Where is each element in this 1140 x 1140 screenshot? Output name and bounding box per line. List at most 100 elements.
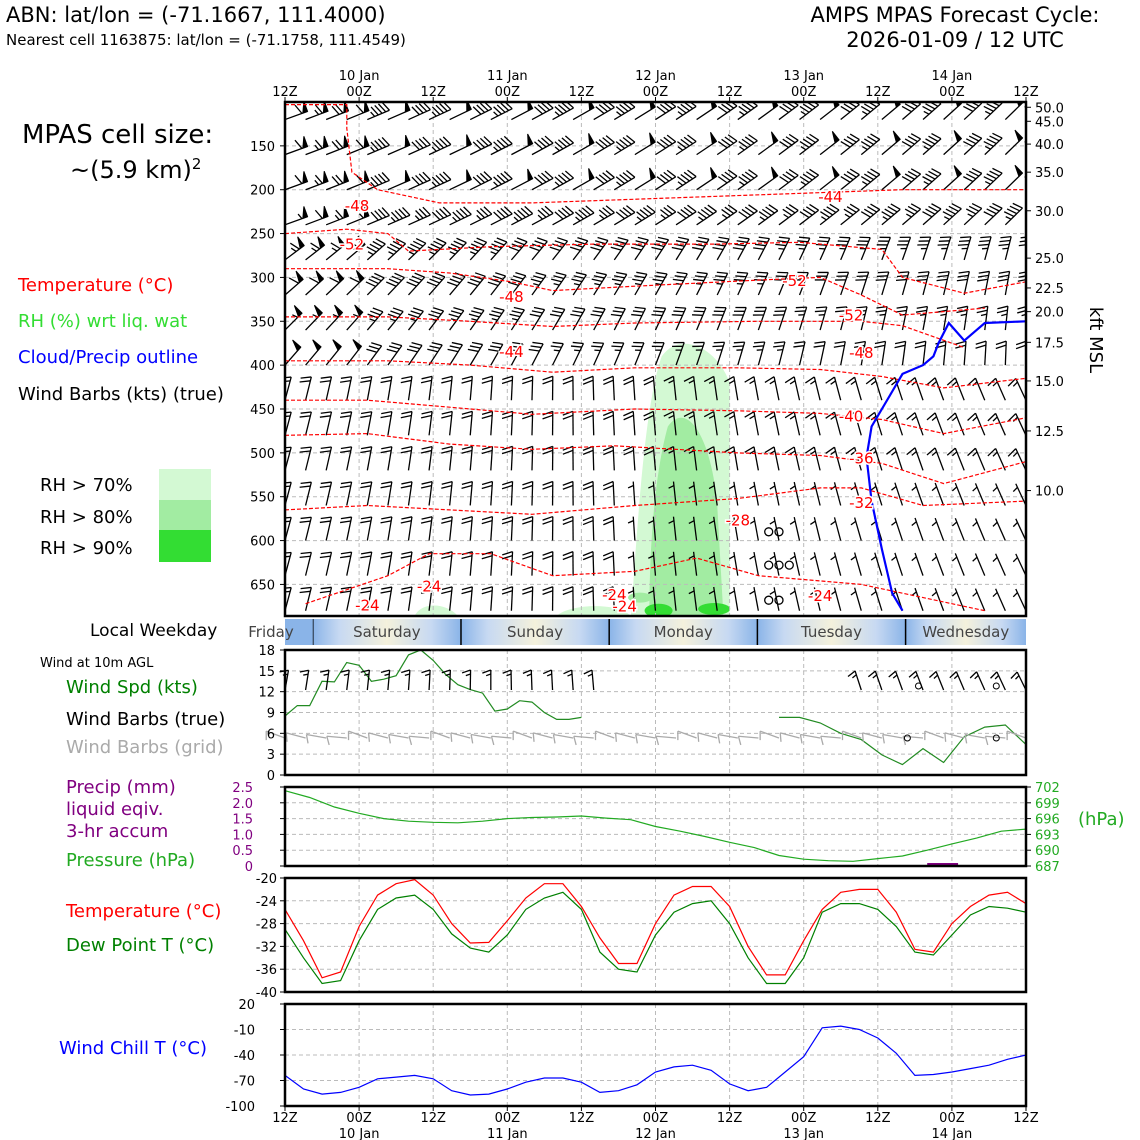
profile-wind-barb-flag <box>406 348 418 353</box>
profile-wind-barb-flag <box>835 310 846 313</box>
profile-wind-barb-flag <box>501 414 513 420</box>
profile-wind-barb-flag <box>680 138 690 147</box>
profile-wind-barb-flag <box>562 449 574 455</box>
profile-wind-barb <box>922 168 942 191</box>
profile-wind-barb-flag <box>500 207 510 217</box>
profile-wind-barb-shaft <box>860 271 870 296</box>
surface-wind-barb <box>867 670 883 691</box>
profile-wind-barb-flag <box>368 345 380 350</box>
profile-wind-barb <box>299 446 312 471</box>
profile-wind-barb-halfflag <box>951 556 958 562</box>
profile-wind-barb-flag <box>602 172 612 181</box>
profile-wind-barb-flag <box>910 168 921 175</box>
profile-wind-barb <box>914 340 927 366</box>
profile-wind-barb-flag <box>389 243 400 250</box>
profile-wind-barb <box>845 376 862 401</box>
profile-wind-barb-flag <box>582 515 594 522</box>
profile-wind-barb <box>346 304 364 331</box>
profile-wind-barb-flag <box>653 310 664 313</box>
profile-wind-barb-flag <box>860 176 871 183</box>
bottom-time-tick-label: 12Z <box>717 1111 743 1126</box>
profile-wind-barb-flag <box>451 341 463 346</box>
profile-wind-barb <box>285 171 309 191</box>
profile-wind-barb <box>931 517 945 541</box>
profile-wind-barb-flag <box>512 341 524 345</box>
profile-wind-barb <box>693 271 709 296</box>
profile-wind-barb-flag <box>904 173 915 180</box>
profile-wind-barb <box>897 236 912 261</box>
profile-wind-barb-flag <box>582 551 594 557</box>
grid-wind-barb <box>759 730 780 741</box>
profile-wind-barb-flag <box>473 240 485 246</box>
profile-wind-barb-flag <box>738 176 748 184</box>
profile-wind-barb-flag <box>452 275 463 281</box>
profile-wind-barb <box>549 306 566 331</box>
profile-wind-barb-shaft <box>592 481 595 506</box>
profile-wind-barb <box>651 306 667 331</box>
profile-wind-barb-flag <box>461 445 473 450</box>
profile-wind-barb <box>926 412 945 436</box>
profile-wind-barb <box>340 516 353 541</box>
profile-wind-barb <box>529 306 546 331</box>
profile-wind-barb-pennant <box>588 102 595 111</box>
cell-size-label: MPAS cell size: <box>22 120 214 150</box>
profile-wind-barb-shaft <box>1015 518 1026 541</box>
top-time-tick-label: 00Z <box>346 85 372 100</box>
profile-wind-barb <box>602 480 615 506</box>
profile-wind-barb-flag <box>340 481 352 485</box>
profile-wind-barb-flag <box>557 139 567 148</box>
profile-wind-barb-shaft <box>407 446 413 471</box>
profile-wind-barb-halfflag <box>891 415 897 421</box>
profile-wind-barb <box>917 236 932 261</box>
wind-speed-label: Wind Spd (kts) <box>66 677 198 698</box>
precip-bar <box>927 863 959 866</box>
profile-wind-barb-flag <box>969 102 980 107</box>
height-tick-label: 35.0 <box>1035 166 1064 181</box>
surface-wind-barb <box>299 669 310 691</box>
precip-ytick-label: 2.0 <box>232 797 253 812</box>
profile-wind-barb-flag <box>289 242 300 250</box>
profile-wind-barb-flag <box>300 446 312 449</box>
profile-wind-barb-flag <box>453 307 464 312</box>
profile-wind-barb-flag <box>479 102 489 112</box>
profile-wind-barb-shaft <box>860 306 868 331</box>
profile-wind-barb-flag <box>551 278 562 283</box>
grid-wind-barb-flag <box>737 736 742 746</box>
profile-wind-barb-halfflag <box>292 314 299 318</box>
profile-wind-barb <box>325 304 344 331</box>
profile-wind-barb-shaft <box>449 516 453 541</box>
profile-wind-barb <box>488 237 508 261</box>
profile-wind-barb-flag <box>874 344 886 349</box>
profile-wind-barb-halfflag <box>648 555 654 559</box>
profile-wind-barb-flag <box>400 590 412 594</box>
profile-wind-barb <box>1003 202 1023 226</box>
profile-wind-barb-flag <box>906 447 916 456</box>
profile-wind-barb-flag <box>320 411 332 414</box>
temperature-contour <box>285 268 985 316</box>
height-tick-label: 10.0 <box>1035 485 1064 500</box>
profile-wind-barb <box>663 375 677 401</box>
pressure-tick-label: 250 <box>250 228 275 243</box>
profile-wind-barb-shaft <box>632 481 636 506</box>
profile-wind-barb <box>420 551 433 576</box>
surface-wind-barb-flag <box>502 669 512 674</box>
profile-wind-barb-pennant <box>527 168 534 182</box>
profile-wind-barb-flag <box>442 136 452 145</box>
profile-wind-barb <box>562 480 574 506</box>
temp-ytick-label: -24 <box>256 895 277 910</box>
profile-wind-barb-halfflag <box>911 486 917 491</box>
profile-wind-barb <box>380 410 393 436</box>
profile-wind-barb-flag <box>946 377 956 386</box>
profile-wind-barb-flag <box>1007 448 1017 457</box>
profile-wind-barb <box>469 136 493 156</box>
profile-wind-barb-halfflag <box>1012 592 1018 598</box>
profile-wind-barb-flag <box>895 278 907 282</box>
profile-wind-barb-flag <box>441 516 453 520</box>
profile-wind-barb <box>692 306 707 331</box>
profile-wind-barb-flag <box>391 275 402 282</box>
profile-wind-barb-flag <box>634 306 646 310</box>
profile-wind-barb-flag <box>707 204 717 212</box>
profile-wind-barb-flag <box>626 134 636 143</box>
profile-wind-barb-flag <box>784 376 795 384</box>
grid-wind-barb-flag <box>573 736 577 746</box>
